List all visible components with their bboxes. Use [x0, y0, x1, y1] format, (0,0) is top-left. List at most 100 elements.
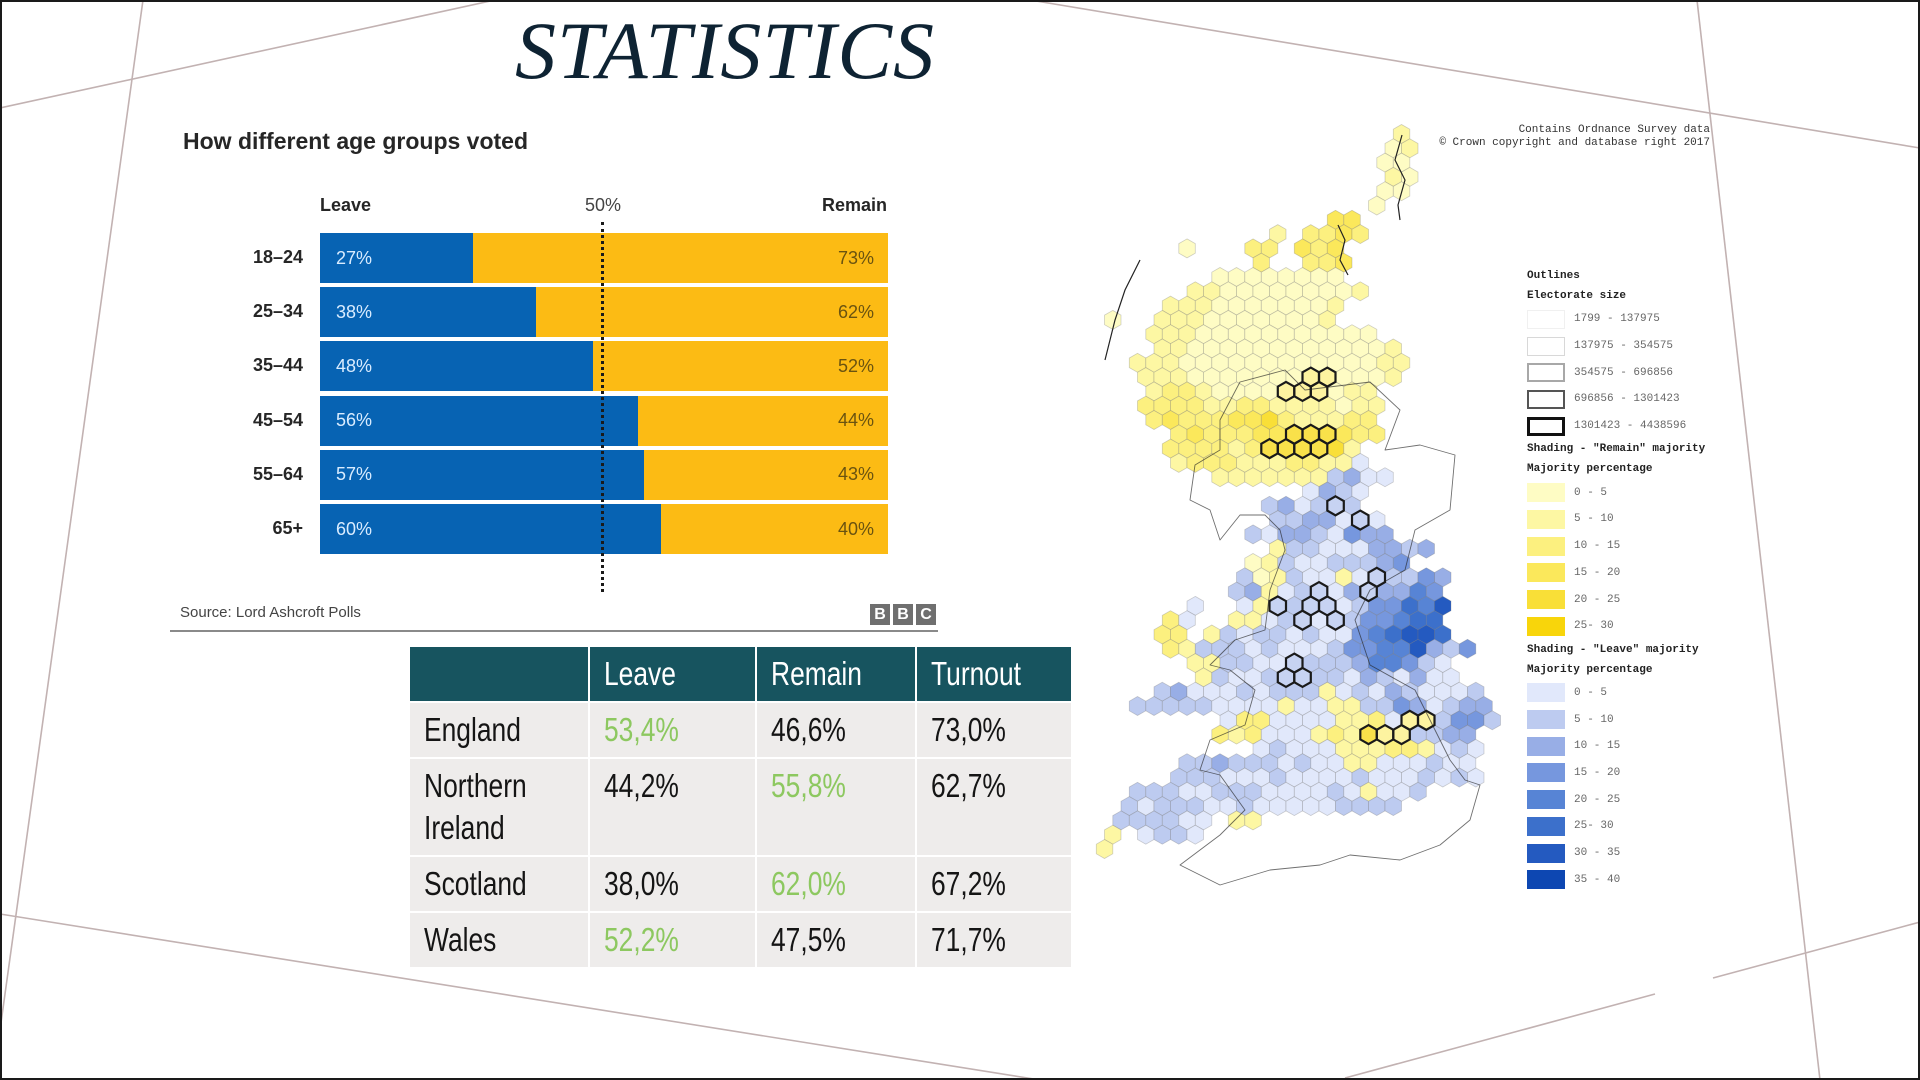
- legend-item: 30 - 35: [1527, 840, 1705, 867]
- legend-item: 15 - 20: [1527, 560, 1705, 587]
- table-row: Scotland 38,0% 62,0% 67,2%: [410, 857, 1071, 911]
- age-group-label: 18–24: [252, 247, 303, 267]
- map-hex-cell: [1227, 467, 1246, 488]
- legend-remain-heading: Shading - "Remain" majority: [1527, 443, 1706, 456]
- leave-bar-segment: 27%: [320, 233, 474, 283]
- legend-swatch: [1527, 736, 1565, 756]
- legend-item: 696856 - 1301423: [1527, 386, 1705, 413]
- legend-label: 1799 - 137975: [1574, 313, 1660, 326]
- cell-leave: 44,2%: [590, 759, 755, 855]
- bar-row: 48% 52%: [320, 341, 888, 392]
- cell-leave: 38,0%: [590, 857, 755, 911]
- remain-bar-segment: 73%: [473, 233, 888, 283]
- legend-item: 1799 - 137975: [1527, 306, 1705, 333]
- fifty-percent-line: [601, 222, 604, 592]
- slide-title: STATISTICS: [514, 5, 936, 96]
- legend-swatch: [1527, 590, 1565, 610]
- legend-label: 0 - 5: [1574, 686, 1608, 699]
- cell-nation: Wales: [410, 913, 588, 967]
- map-hex-cell: [1137, 824, 1155, 845]
- map-hex-cell: [1161, 638, 1180, 659]
- copyright-line-1: Contains Ordnance Survey data: [1518, 124, 1710, 136]
- cell-nation: England: [410, 703, 588, 757]
- legend-item: 25- 30: [1527, 813, 1705, 840]
- legend-item: 10 - 15: [1527, 733, 1705, 760]
- map-hex-outline-large-electorate: [1359, 580, 1378, 603]
- map-hex-cell: [1384, 367, 1402, 388]
- cell-remain: 47,5%: [757, 913, 915, 967]
- bar-row: 38% 62%: [320, 287, 888, 338]
- map-hex-cell: [1277, 467, 1295, 488]
- bbc-logo-letter: B: [893, 604, 913, 625]
- remain-bar-segment: 62%: [535, 287, 888, 338]
- remain-axis-header: Remain: [821, 195, 887, 215]
- legend-label: 10 - 15: [1574, 740, 1621, 753]
- legend-swatch: [1527, 763, 1565, 783]
- map-hex-cell: [1483, 710, 1501, 731]
- map-hex-cell: [1285, 796, 1303, 817]
- map-hex-outline-large-electorate: [1416, 709, 1436, 732]
- map-hex-cell: [1227, 724, 1246, 745]
- cell-nation: Scotland: [410, 857, 588, 911]
- map-hex-cell: [1376, 467, 1394, 488]
- cell-leave: 53,4%: [590, 703, 755, 757]
- legend-label: 354575 - 696856: [1574, 366, 1674, 379]
- age-group-label: 25–34: [252, 301, 303, 322]
- header-blank: [410, 647, 588, 701]
- table-header-row: Leave Remain Turnout: [410, 647, 1071, 701]
- age-group-label: 65+: [272, 518, 303, 538]
- leave-bar-segment: 56%: [320, 395, 639, 446]
- map-hex-outline-large-electorate: [1392, 723, 1411, 746]
- copyright-line-2: © Crown copyright and database right 201…: [1439, 137, 1710, 149]
- legend-swatch: [1527, 483, 1565, 503]
- legend-swatch: [1527, 683, 1565, 703]
- cell-leave: 52,2%: [590, 913, 755, 967]
- cell-remain: 55,8%: [757, 759, 915, 855]
- legend-swatch: [1527, 710, 1565, 730]
- map-hex-outline-large-electorate: [1309, 437, 1329, 460]
- legend-label: 15 - 20: [1574, 566, 1621, 579]
- cell-remain: 62,0%: [757, 857, 915, 911]
- map-hex-cell: [1244, 810, 1262, 831]
- cell-turnout: 71,7%: [917, 913, 1071, 967]
- age-group-label: 35–44: [252, 355, 303, 376]
- legend-swatch: [1527, 336, 1565, 356]
- legend-label: 1301423 - 4438596: [1574, 420, 1687, 433]
- legend-electorate-heading: Electorate size: [1527, 290, 1627, 302]
- map-hex-cell: [1244, 524, 1262, 545]
- header-remain: Remain: [757, 647, 915, 701]
- map-hex-cell: [1186, 452, 1204, 473]
- map-hex-outline-large-electorate: [1268, 595, 1288, 617]
- legend-label: 5 - 10: [1574, 513, 1614, 526]
- outer-hebrides-coastline: [1104, 259, 1141, 361]
- map-hex-cell: [1351, 281, 1369, 302]
- map-hex-cell: [1384, 796, 1402, 817]
- map-hex-cell: [1178, 238, 1196, 259]
- cell-turnout: 67,2%: [917, 857, 1071, 911]
- map-hex-cell: [1145, 410, 1163, 430]
- cell-turnout: 62,7%: [917, 759, 1071, 855]
- bbc-logo: B B C: [870, 604, 936, 625]
- legend-item: 0 - 5: [1527, 680, 1705, 707]
- legend-item: 20 - 25: [1527, 586, 1705, 613]
- map-hex-cell: [1434, 767, 1452, 788]
- cell-remain: 46,6%: [757, 703, 915, 757]
- map-legend: Outlines Electorate size 1799 - 137975 13…: [1527, 266, 1705, 893]
- legend-item: 5 - 10: [1527, 706, 1705, 733]
- map-hex-cell: [1211, 724, 1229, 745]
- map-hex-cell: [1467, 767, 1485, 788]
- legend-label: 25- 30: [1574, 620, 1614, 633]
- bar-row: 56% 44%: [320, 395, 888, 446]
- map-hex-cell: [1178, 696, 1196, 716]
- age-group-label: 45–54: [252, 409, 303, 430]
- map-hex-cell: [1351, 796, 1369, 817]
- map-hex-cell: [1368, 195, 1386, 216]
- remain-bar-segment: 40%: [660, 504, 888, 554]
- legend-label: 35 - 40: [1574, 873, 1621, 886]
- header-turnout: Turnout: [917, 647, 1071, 701]
- legend-item: 25- 30: [1527, 613, 1705, 640]
- chart-title: How different age groups voted: [183, 128, 529, 154]
- map-hex-cell: [1170, 824, 1188, 845]
- legend-label: 696856 - 1301423: [1574, 393, 1680, 406]
